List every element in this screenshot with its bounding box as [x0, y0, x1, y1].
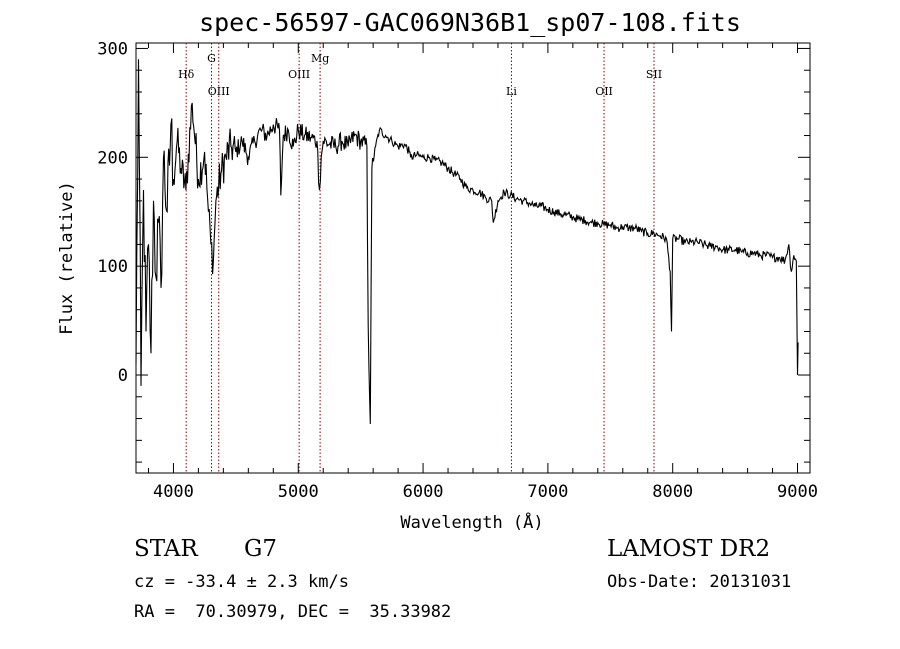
- object-subclass: G7: [244, 536, 278, 562]
- x-tick-label: 7000: [527, 482, 568, 502]
- line-marker-label: OII: [595, 85, 613, 98]
- axes: 4000 5000 6000 7000 8000 9000 0 100 200 300: [97, 39, 818, 502]
- x-tick-label: 9000: [777, 482, 818, 502]
- line-marker-label: Hδ: [178, 68, 195, 81]
- line-marker-label: OIII: [208, 85, 230, 98]
- observation-date: Obs-Date: 20131031: [607, 572, 792, 592]
- y-axis-label: Flux (relative): [57, 181, 77, 335]
- y-tick-label: 200: [97, 148, 128, 168]
- line-marker-label: Mg: [311, 52, 329, 65]
- velocity-readout: cz = -33.4 ± 2.3 km/s: [134, 572, 349, 592]
- line-marker-label: Li: [506, 85, 517, 98]
- object-class: STAR: [134, 536, 198, 562]
- x-tick-label: 8000: [652, 482, 693, 502]
- line-marker-label: SII: [646, 68, 662, 81]
- x-axis-label: Wavelength (Å): [400, 511, 543, 533]
- y-tick-label: 0: [118, 366, 128, 386]
- x-tick-label: 4000: [153, 482, 194, 502]
- x-tick-label: 5000: [278, 482, 319, 502]
- survey-name: LAMOST DR2: [607, 536, 771, 562]
- spectrum-line: [135, 59, 799, 425]
- y-tick-label: 300: [97, 39, 128, 59]
- chart-title: spec-56597-GAC069N36B1_sp07-108.fits: [199, 8, 741, 37]
- line-marker-label: OIII: [288, 68, 310, 81]
- line-marker-label: G: [207, 52, 216, 65]
- plot-frame: [135, 42, 811, 474]
- x-tick-label: 6000: [403, 482, 444, 502]
- y-tick-label: 100: [97, 257, 128, 277]
- coordinates-readout: RA = 70.30979, DEC = 35.33982: [134, 602, 452, 622]
